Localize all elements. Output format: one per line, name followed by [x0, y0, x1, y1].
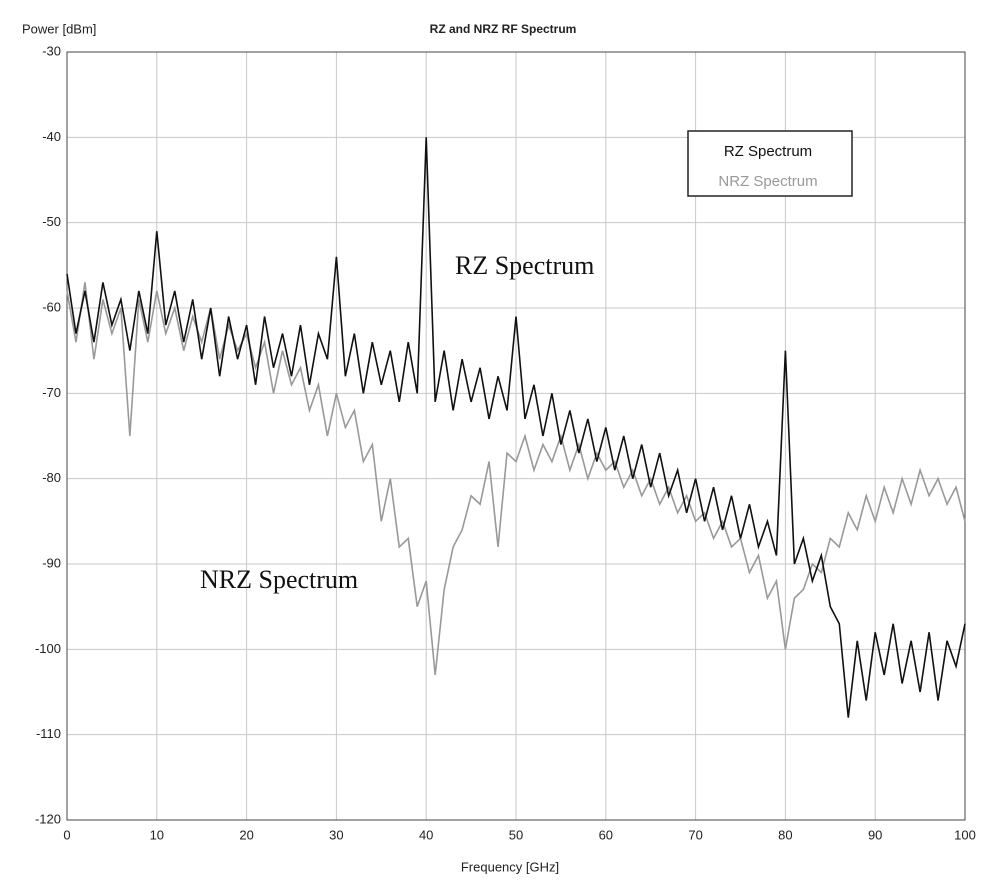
y-tick-label: -110 [36, 726, 61, 741]
legend-box [687, 130, 853, 197]
annotation: NRZ Spectrum [200, 565, 358, 594]
y-tick-label: -120 [35, 811, 61, 826]
x-tick-label: 90 [868, 827, 882, 842]
x-tick-label: 100 [954, 827, 976, 842]
y-tick-label: -100 [35, 641, 61, 656]
y-tick-label: -80 [42, 470, 61, 485]
series-line [66, 282, 966, 676]
y-tick-label: -60 [42, 299, 61, 314]
y-axis-label: Power [dBm] [22, 21, 96, 36]
x-axis-label: Frequency [GHz] [461, 859, 559, 874]
y-tick-label: -70 [42, 385, 61, 400]
y-tick-label: -30 [42, 43, 61, 58]
plot-frame [66, 51, 966, 821]
legend-entry: RZ Spectrum [724, 143, 812, 160]
chart-title: RZ and NRZ RF Spectrum [430, 22, 577, 36]
y-tick-label: -90 [42, 555, 61, 570]
x-tick-label: 0 [63, 827, 70, 842]
x-tick-label: 80 [778, 827, 792, 842]
x-tick-label: 30 [329, 827, 343, 842]
y-tick-label: -50 [42, 214, 61, 229]
annotation: RZ Spectrum [455, 251, 594, 280]
x-tick-label: 60 [599, 827, 613, 842]
x-tick-label: 70 [688, 827, 702, 842]
x-tick-label: 10 [150, 827, 164, 842]
x-tick-label: 20 [239, 827, 253, 842]
legend-entry: NRZ Spectrum [718, 173, 817, 190]
y-tick-label: -40 [42, 129, 61, 144]
x-tick-label: 40 [419, 827, 433, 842]
x-tick-label: 50 [509, 827, 523, 842]
series-line [66, 137, 966, 718]
